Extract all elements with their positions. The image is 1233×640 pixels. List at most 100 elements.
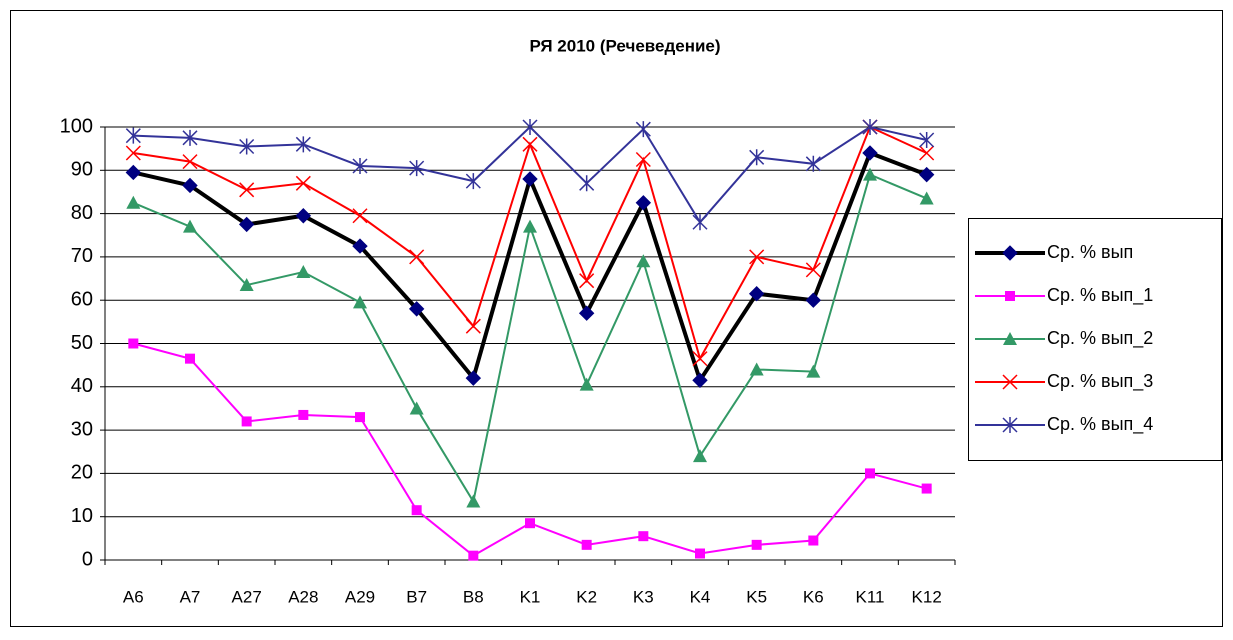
marker: [239, 278, 254, 292]
x-tick-label: A7: [180, 587, 201, 606]
marker: [1002, 417, 1018, 433]
y-tick-label: 80: [71, 202, 93, 224]
marker: [692, 351, 708, 367]
marker: [238, 216, 255, 233]
legend-label: Ср. % вып_3: [1047, 371, 1153, 392]
x-tick-label: K1: [520, 587, 541, 606]
marker: [579, 273, 595, 289]
marker: [523, 219, 537, 233]
marker: [295, 136, 311, 153]
marker: [522, 119, 538, 135]
marker: [125, 145, 141, 161]
marker: [353, 295, 367, 309]
marker: [863, 167, 877, 181]
marker: [1003, 332, 1017, 345]
x-tick-label: K3: [633, 587, 654, 606]
marker: [465, 370, 482, 386]
legend-label: Ср. % вып: [1047, 242, 1133, 262]
marker: [578, 305, 595, 321]
marker: [692, 214, 708, 231]
marker: [185, 353, 195, 364]
marker: [468, 550, 479, 561]
marker: [465, 173, 481, 190]
marker: [125, 127, 141, 144]
marker: [865, 468, 875, 479]
marker: [241, 416, 252, 427]
x-tick-label: K12: [912, 587, 942, 606]
marker: [692, 372, 708, 389]
x-tick-label: K11: [856, 587, 885, 606]
marker: [522, 171, 538, 187]
marker: [465, 318, 481, 334]
marker: [635, 121, 651, 138]
marker: [409, 249, 425, 265]
x-tick-label: A6: [123, 587, 144, 606]
marker: [579, 175, 595, 192]
x-tick-label: A27: [232, 587, 262, 606]
marker: [1002, 245, 1018, 261]
x-tick-label: B8: [463, 587, 484, 606]
marker: [748, 285, 765, 302]
marker: [239, 182, 255, 198]
y-tick-label: 50: [71, 332, 93, 354]
marker: [919, 191, 934, 205]
marker: [182, 129, 198, 146]
x-tick-label: B7: [406, 587, 427, 606]
x-tick-label: K2: [576, 587, 597, 606]
marker: [806, 364, 821, 378]
marker: [182, 177, 198, 194]
y-tick-label: 40: [71, 375, 93, 397]
x-tick-label: A28: [288, 587, 318, 606]
marker: [805, 292, 822, 308]
marker: [579, 377, 594, 391]
marker: [409, 401, 424, 415]
chart-title: РЯ 2010 (Речеведение): [529, 36, 720, 55]
x-tick-label: A29: [345, 587, 375, 606]
marker: [862, 119, 878, 135]
marker: [918, 166, 935, 183]
y-tick-label: 60: [71, 288, 93, 310]
marker: [295, 208, 312, 224]
marker: [522, 136, 538, 152]
marker: [128, 338, 139, 349]
marker: [411, 505, 422, 516]
x-tick-label: K6: [803, 587, 824, 606]
marker: [183, 219, 197, 233]
y-tick-label: 0: [82, 548, 93, 570]
marker: [1005, 291, 1015, 301]
marker: [355, 412, 365, 423]
marker: [296, 265, 311, 279]
marker: [239, 138, 255, 155]
x-tick-label: K5: [746, 587, 767, 606]
marker: [352, 208, 368, 224]
marker: [808, 535, 819, 546]
y-tick-label: 10: [71, 505, 93, 527]
marker: [636, 254, 651, 268]
marker: [581, 539, 592, 550]
y-tick-label: 100: [60, 115, 93, 137]
marker: [695, 548, 705, 559]
marker: [749, 149, 765, 166]
marker: [295, 175, 311, 191]
marker: [805, 155, 821, 172]
y-tick-label: 90: [71, 159, 93, 181]
marker: [352, 157, 368, 174]
legend-label: Ср. % вып_2: [1047, 328, 1153, 349]
marker: [635, 195, 652, 211]
marker: [409, 160, 425, 177]
marker: [1002, 374, 1018, 390]
marker: [408, 301, 425, 317]
y-tick-label: 20: [71, 462, 93, 484]
marker: [749, 249, 765, 265]
marker: [638, 531, 649, 542]
marker: [352, 238, 368, 254]
marker: [635, 151, 651, 168]
marker: [525, 518, 535, 529]
marker: [805, 262, 821, 278]
marker: [126, 195, 141, 209]
y-tick-label: 70: [71, 245, 93, 267]
legend-label: Ср. % вып_1: [1047, 285, 1153, 306]
marker: [125, 164, 142, 181]
marker: [921, 483, 932, 494]
